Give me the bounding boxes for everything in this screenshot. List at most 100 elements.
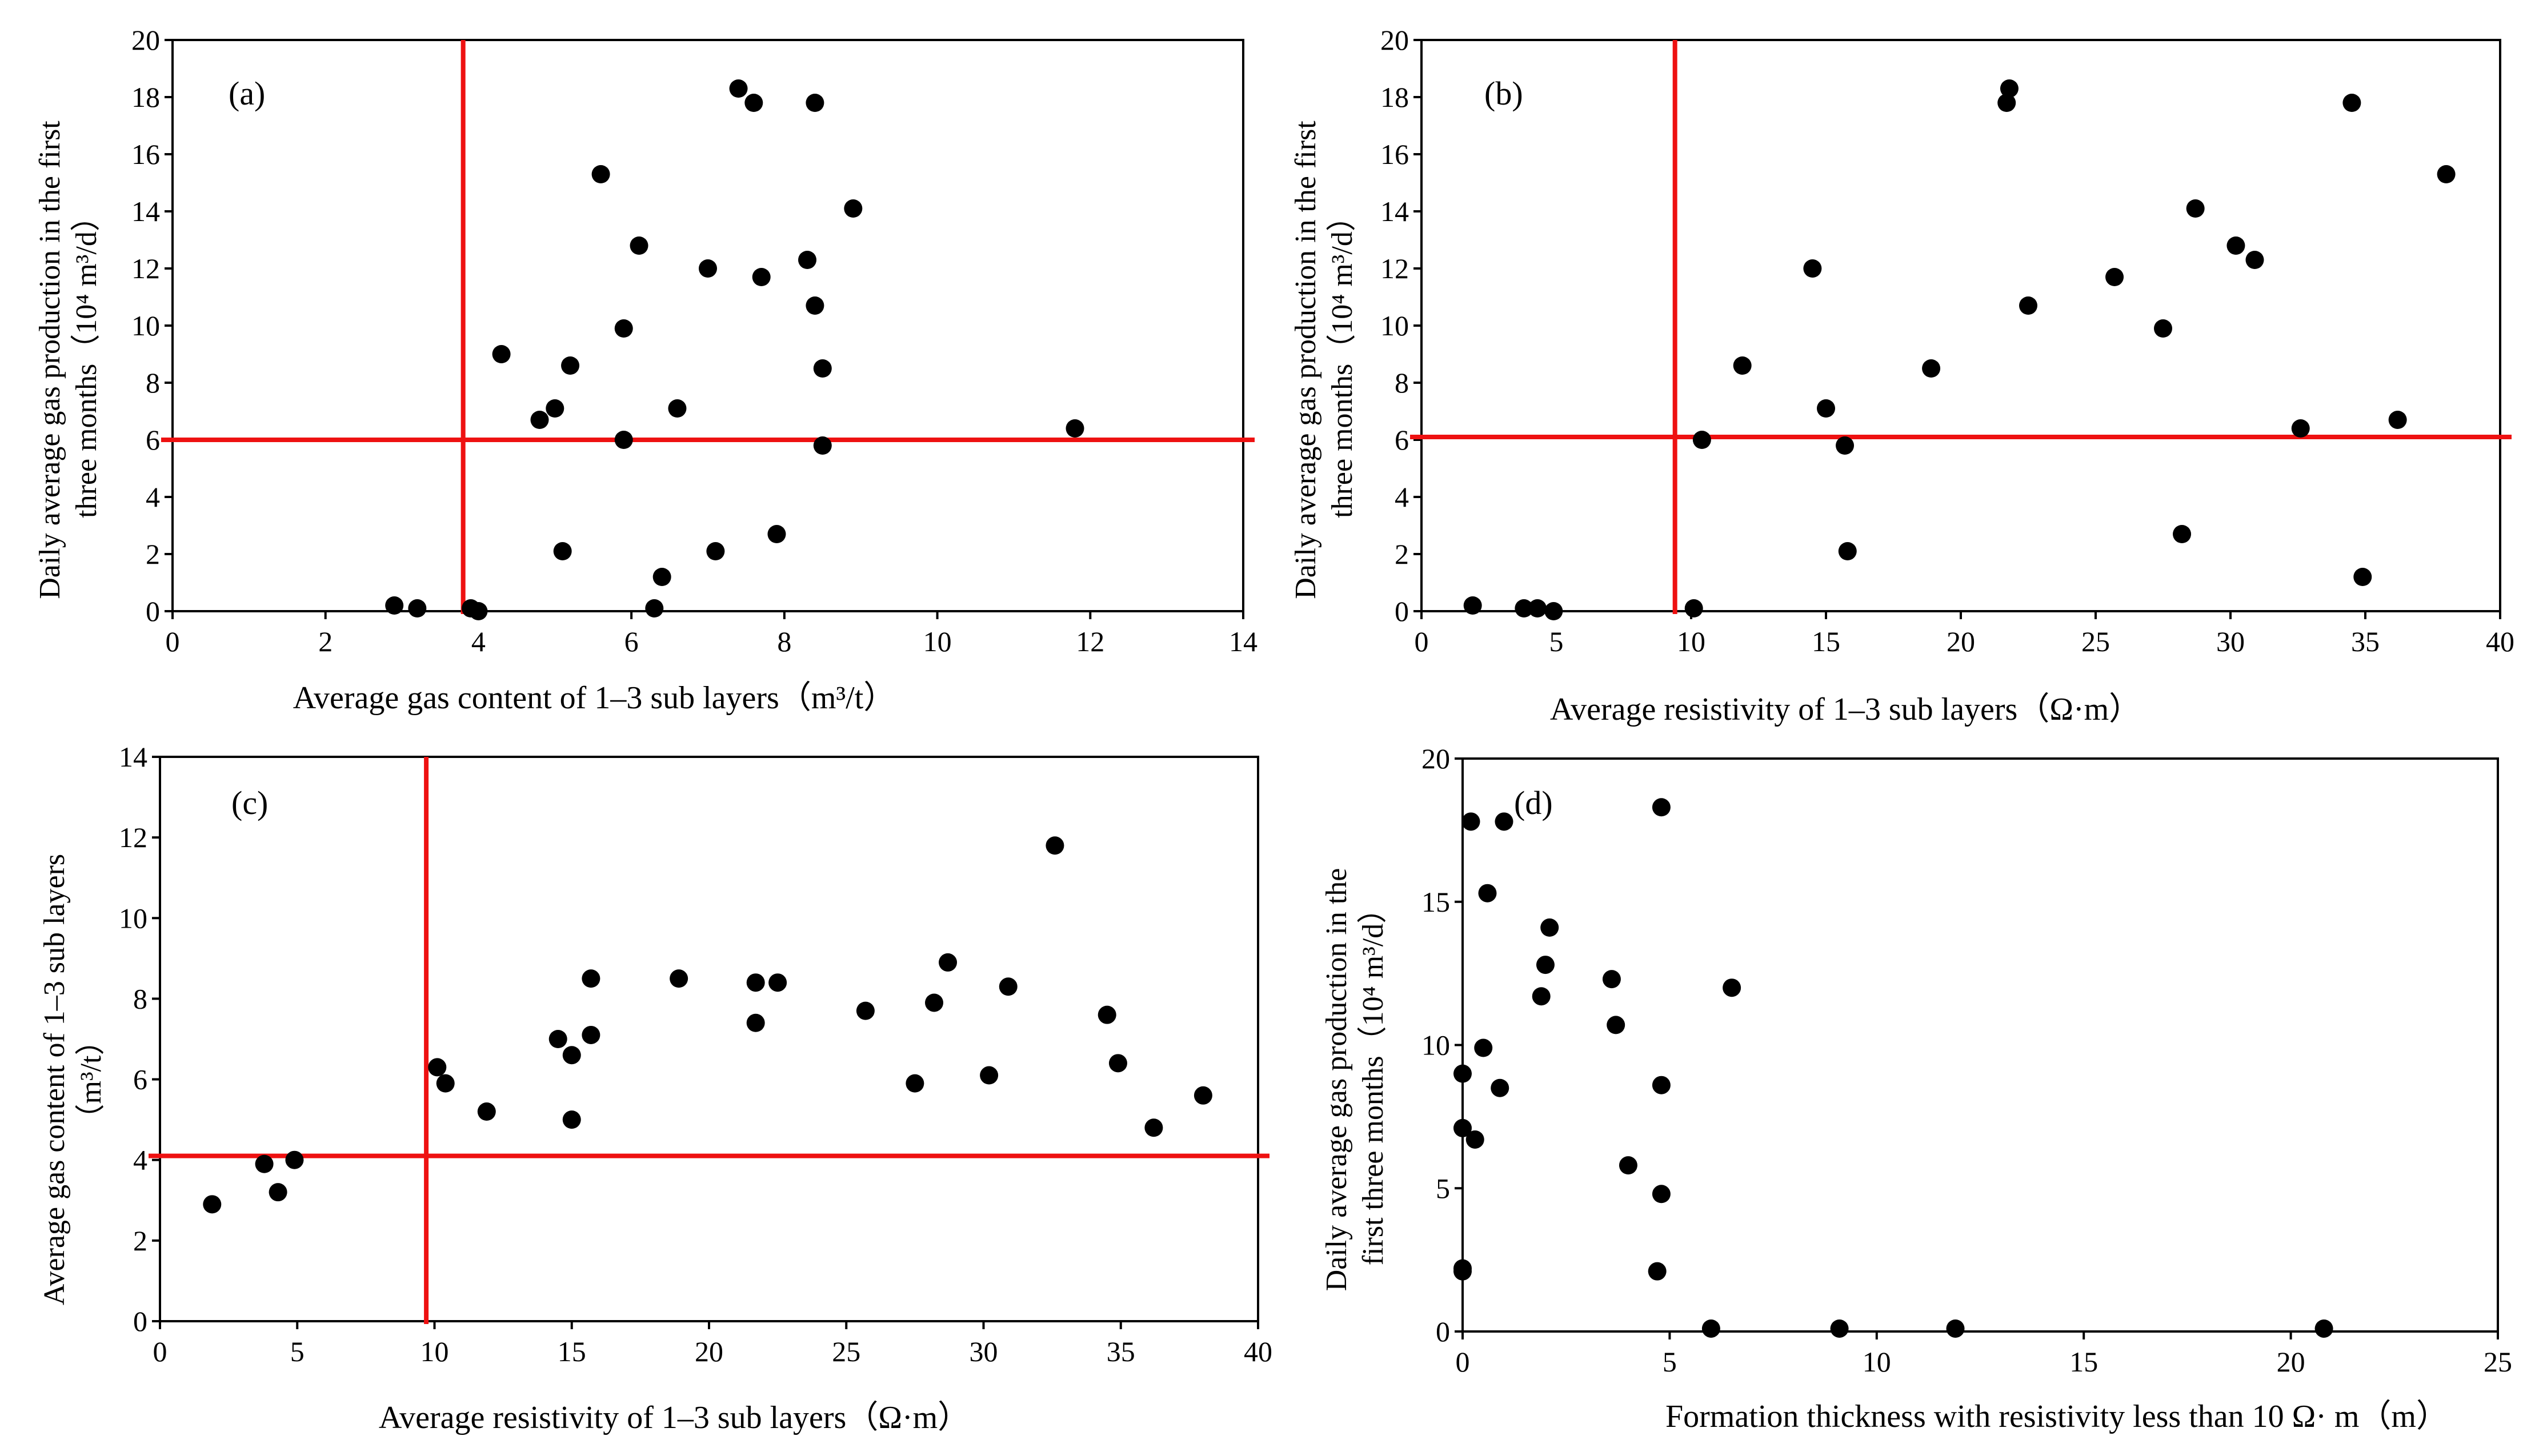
panel-d-data-point xyxy=(1453,1064,1472,1083)
panel-c-data-point xyxy=(436,1074,455,1093)
panel-a-data-point xyxy=(806,296,824,315)
panel-b-data-point xyxy=(2437,165,2456,183)
panel-a-data-point xyxy=(530,411,549,429)
panel-d-data-point xyxy=(1946,1319,1965,1338)
panel-b-x-tick-label: 5 xyxy=(1549,625,1564,657)
panel-d-data-point xyxy=(1453,1118,1472,1137)
panel-d-y-axis-label-line1: Daily average gas production in the xyxy=(1320,868,1353,1291)
panel-b-x-tick-label: 10 xyxy=(1677,625,1705,657)
panel-b-data-point xyxy=(2019,296,2037,315)
panel-a-data-point xyxy=(645,599,664,617)
panel-c-y-tick-label: 4 xyxy=(133,1144,147,1176)
panel-b-y-tick-label: 12 xyxy=(1380,252,1409,284)
panel-b-data-point xyxy=(1922,359,1941,378)
panel-a-data-point xyxy=(813,359,832,378)
panel-c-x-tick-label: 20 xyxy=(695,1335,723,1367)
panel-a-data-point xyxy=(767,525,786,543)
panel-c-data-point xyxy=(670,969,688,988)
panel-d-points xyxy=(1453,798,2333,1338)
panel-a-data-point xyxy=(553,542,572,560)
panel-b-data-point xyxy=(1684,599,1703,617)
panel-c-data-point xyxy=(746,1013,765,1032)
panel-c-x-axis-label: Average resistivity of 1–3 sub layers（Ω·… xyxy=(379,1400,970,1435)
panel-c-data-point xyxy=(582,1025,600,1044)
panel-c-y-tick-label: 12 xyxy=(119,821,147,853)
panel-b-data-point xyxy=(2226,236,2245,255)
panel-d-label: (d) xyxy=(1514,784,1553,821)
panel-a-data-point xyxy=(699,259,717,278)
panel-a-data-point xyxy=(729,79,748,98)
panel-d-scatter: 0 5 10 15 20 25 0 5 10 15 20 (d) Formation thickne… xyxy=(1320,743,2512,1434)
panel-a-data-point xyxy=(668,399,687,418)
panel-b-y-tick-label: 10 xyxy=(1380,310,1409,342)
panel-a-y-tick-label: 8 xyxy=(146,367,160,399)
panel-b-data-point xyxy=(2154,319,2172,338)
panel-c-x-tick-label: 35 xyxy=(1107,1335,1135,1367)
panel-d-y-tick-label: 10 xyxy=(1421,1029,1450,1061)
panel-d-x-tick-label: 0 xyxy=(1456,1346,1470,1378)
panel-a-data-point xyxy=(492,345,511,363)
panel-b-data-point xyxy=(2291,419,2310,438)
panel-d-data-point xyxy=(1652,798,1671,817)
panel-b-y-tick-label: 20 xyxy=(1380,24,1409,56)
panel-d-data-point xyxy=(1540,918,1559,937)
panel-a-y-tick-label: 12 xyxy=(131,252,160,284)
panel-d-x-axis-label: Formation thickness with resistivity les… xyxy=(1665,1399,2448,1434)
panel-b-x-tick-label: 20 xyxy=(1947,625,1975,657)
panel-b-data-point xyxy=(1692,431,1711,449)
panel-a-data-point xyxy=(614,431,633,449)
panel-b-data-point xyxy=(2105,268,2124,286)
panel-d-data-point xyxy=(1465,1130,1484,1149)
panel-c-data-point xyxy=(999,977,1018,996)
panel-b-y-axis-label-line2: three months（10⁴ m³/d） xyxy=(1326,202,1359,518)
panel-c-points xyxy=(203,836,1212,1214)
panel-b-data-point xyxy=(2353,568,2372,586)
panel-b-scatter: 0 5 10 15 20 25 30 35 40 0 2 4 6 8 10 12 14 16 18 20 (b) Av… xyxy=(1289,24,2514,727)
panel-a-y-tick-label: 18 xyxy=(131,81,160,113)
panel-a-data-point xyxy=(813,436,832,455)
panel-a-data-point xyxy=(752,268,771,286)
panel-c-data-point xyxy=(477,1102,496,1121)
panel-b-x-tick-label: 35 xyxy=(2351,625,2380,657)
panel-c-threshold-lines xyxy=(149,757,1269,1324)
panel-d-x-tick-label: 5 xyxy=(1663,1346,1677,1378)
panel-c-x-tick-label: 25 xyxy=(832,1335,860,1367)
panel-d-y-axis-label-line2: first three months（10⁴ m³/d） xyxy=(1357,894,1389,1265)
panel-c-y-tick-label: 6 xyxy=(133,1064,147,1096)
panel-c-x-tick-label: 30 xyxy=(970,1335,998,1367)
panel-b-data-point xyxy=(1463,596,1482,615)
panel-a-y-tick-label: 20 xyxy=(131,24,160,56)
panel-b-y-tick-label: 2 xyxy=(1395,538,1409,570)
panel-a-y-tick-label: 4 xyxy=(146,481,160,513)
panel-c-y-tick-label: 2 xyxy=(133,1225,147,1257)
panel-a-data-point xyxy=(469,602,488,620)
panel-c-data-point xyxy=(582,969,600,988)
panel-d-data-point xyxy=(1536,956,1555,974)
panel-a-x-tick-label: 14 xyxy=(1229,625,1258,657)
panel-c-data-point xyxy=(548,1030,567,1048)
panel-b-x-tick-label: 0 xyxy=(1415,625,1429,657)
panel-c-y-axis-label-line2: （m³/t） xyxy=(75,1026,107,1134)
panel-d-data-point xyxy=(1648,1262,1667,1281)
panel-a-x-axis-label: Average gas content of 1–3 sub layers（m³… xyxy=(293,680,896,716)
panel-c-x-tick-label: 5 xyxy=(290,1335,305,1367)
panel-a-x-tick-label: 6 xyxy=(624,625,639,657)
panel-b-data-point xyxy=(1733,356,1752,375)
panel-b-data-point xyxy=(2186,199,2205,218)
panel-a-data-point xyxy=(706,542,725,560)
panel-c-x-tick-label: 0 xyxy=(153,1335,167,1367)
panel-d-data-point xyxy=(1532,987,1551,1006)
panel-c-data-point xyxy=(1046,836,1064,855)
panel-a-y-tick-label: 10 xyxy=(131,310,160,342)
panel-b-data-point xyxy=(2173,525,2192,543)
panel-c-y-tick-label: 0 xyxy=(133,1305,147,1337)
panel-c-tick-labels: 0 5 10 15 20 25 30 35 40 0 2 4 6 8 10 12 14 xyxy=(119,741,1272,1367)
panel-d-data-point xyxy=(1652,1185,1671,1204)
panel-a-data-point xyxy=(561,356,580,375)
panel-c-plot-frame xyxy=(152,756,1259,1329)
panel-c-data-point xyxy=(1194,1086,1212,1105)
panel-a-points xyxy=(385,79,1084,620)
panel-c-scatter: 0 5 10 15 20 25 30 35 40 0 2 4 6 8 10 12 14 (c) Average … xyxy=(38,741,1272,1435)
panel-d-data-point xyxy=(1652,1076,1671,1094)
